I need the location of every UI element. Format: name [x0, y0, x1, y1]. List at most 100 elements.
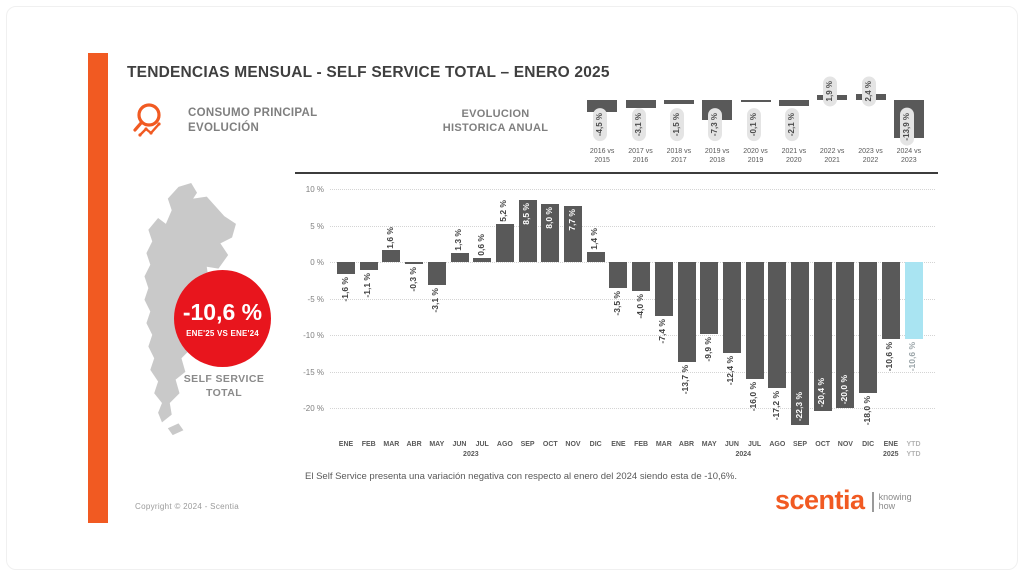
gridline	[330, 225, 935, 227]
annual-bar	[625, 100, 656, 109]
x-axis-month-label: MAY	[429, 441, 445, 448]
footnote: El Self Service presenta una variación n…	[305, 471, 737, 482]
monthly-bar-label: -9,9 %	[702, 337, 713, 362]
monthly-bar-label: -12,4 %	[725, 355, 736, 385]
monthly-bar-label: -20,4 %	[816, 377, 827, 407]
y-tick-label: 10 %	[305, 185, 324, 194]
monthly-bar-label: 7,7 %	[566, 208, 577, 231]
monthly-bar	[722, 262, 741, 353]
map-label-line1: SELF SERVICE	[183, 373, 265, 385]
monthly-chart-x-axis: ENE FEB MAR ABR MAY JUN JUL AGO SEP OCT NOV DIC ENE F…	[330, 441, 942, 465]
monthly-bar	[518, 199, 537, 262]
x-axis-year-label: YTD	[906, 451, 921, 458]
monthly-bar-ytd	[904, 262, 923, 340]
monthly-bar	[745, 262, 764, 379]
monthly-bar	[427, 262, 446, 285]
monthly-bar-label: 5,2 %	[498, 200, 509, 223]
x-axis-month-label: ENE	[883, 441, 898, 448]
monthly-bar	[359, 262, 378, 271]
section-title-line2: EVOLUCIÓN	[188, 122, 260, 134]
monthly-bar-label: -10,6 %	[884, 342, 895, 372]
monthly-trend-chart: 10 % 5 % 0 % -5 % -10 % -15 % -20 % -1,6 % -1,1 …	[303, 185, 942, 428]
annual-bar-label: -7,3 %	[708, 108, 723, 142]
annual-bar-label: 2,4 %	[861, 75, 876, 106]
annual-chart-title: EVOLUCION HISTORICA ANUAL	[418, 107, 573, 135]
monthly-bar	[791, 262, 809, 425]
x-axis-month-label: SEP	[520, 441, 535, 448]
x-axis-month-label: ABR	[406, 441, 422, 448]
gridline	[330, 298, 935, 300]
annual-bar	[740, 100, 771, 102]
x-axis-month-label: AGO	[769, 441, 786, 448]
monthly-bar-label: -22,3 %	[793, 391, 804, 421]
monthly-bar	[564, 205, 582, 262]
logo-separator	[871, 492, 874, 512]
header-divider	[295, 172, 938, 174]
monthly-bar-label: 1,6 %	[384, 226, 395, 249]
y-tick-label: -20 %	[303, 404, 324, 413]
y-tick-label: -10 %	[303, 331, 324, 340]
y-tick-label: 0 %	[310, 258, 324, 267]
gridline	[330, 408, 935, 409]
monthly-bar	[677, 262, 696, 362]
monthly-bar	[541, 203, 560, 262]
monthly-bar-label: 1,4 %	[589, 228, 600, 250]
annual-bar-label: -0,1 %	[746, 108, 761, 142]
map-label-line2: TOTAL	[205, 387, 243, 399]
monthly-bar-label: -3,5 %	[611, 290, 622, 316]
annual-category-label: 2017 vs 2016	[628, 148, 653, 164]
monthly-bar-label: -17,2 %	[770, 390, 781, 420]
annual-bar	[778, 100, 809, 106]
y-tick-label: -15 %	[303, 367, 324, 377]
annual-category-label: 2023 vs 2022	[858, 148, 883, 164]
monthly-bar	[495, 224, 514, 262]
x-axis-month-label: OCT	[815, 441, 831, 448]
x-axis-month-label: YTD	[906, 441, 921, 448]
logo-tagline-line2: how	[878, 501, 896, 511]
monthly-bar-label: -13,7 %	[680, 365, 690, 395]
annual-category-label: 2019 vs 2018	[704, 148, 730, 164]
annual-bar-label: -2,1 %	[784, 108, 799, 142]
annual-bar-label: -3,1 %	[631, 108, 646, 142]
x-axis-month-label: FEB	[361, 441, 376, 448]
annual-category-label: 2022 vs 2021	[819, 148, 845, 164]
monthly-bar	[473, 257, 492, 262]
annual-category-label: 2021 vs 2020	[781, 148, 807, 164]
gridline	[330, 189, 935, 190]
section-title-line1: CONSUMO PRINCIPAL	[188, 107, 318, 119]
annual-title-line1: EVOLUCION	[461, 108, 530, 120]
section-title: CONSUMO PRINCIPAL EVOLUCIÓN	[188, 106, 317, 136]
gridline	[330, 371, 935, 373]
monthly-bar-label: -10,6 %	[907, 342, 917, 372]
monthly-bar	[859, 262, 878, 394]
badge-value: -10,6 %	[182, 298, 263, 325]
annual-evolution-chart: -4,5 % 2016 vs 2015 -3,1 % 2017 vs 2016 -1,5 %…	[583, 75, 928, 175]
badge-caption: ENE'25 VS ENE'24	[186, 328, 259, 338]
x-axis-month-label: DIC	[862, 441, 875, 448]
monthly-bar	[881, 262, 900, 340]
x-axis-year-label: 2024	[735, 451, 752, 458]
monthly-bar	[609, 262, 628, 288]
y-tick-label: -5 %	[307, 294, 324, 304]
annual-category-label: 2024 vs 2023	[896, 148, 922, 164]
logo-tagline-line1: knowing	[878, 492, 912, 502]
x-axis-month-label: ABR	[678, 441, 695, 448]
annual-title-line2: HISTORICA ANUAL	[442, 122, 549, 134]
monthly-bar-label: -1,1 %	[362, 273, 373, 298]
monthly-bar	[768, 262, 787, 388]
monthly-bar	[405, 262, 424, 265]
monthly-bar-label: 8,5 %	[521, 202, 532, 225]
monthly-bar-label: 1,3 %	[453, 228, 463, 251]
trend-magnifier-icon	[133, 103, 161, 137]
x-axis-month-label: MAR	[383, 441, 400, 448]
x-axis-month-label: MAR	[655, 441, 672, 448]
annual-category-label: 2016 vs 2015	[589, 148, 615, 164]
x-axis-month-label: AGO	[496, 441, 513, 448]
monthly-bar-label: 8,0 %	[543, 206, 554, 229]
page-title: TENDENCIAS MENSUAL - SELF SERVICE TOTAL …	[127, 64, 610, 81]
monthly-bar-label: -3,1 %	[430, 287, 441, 313]
annual-category-label: 2018 vs 2017	[666, 148, 692, 164]
monthly-bar-label: -20,0 %	[838, 374, 849, 404]
monthly-bar	[836, 262, 855, 408]
